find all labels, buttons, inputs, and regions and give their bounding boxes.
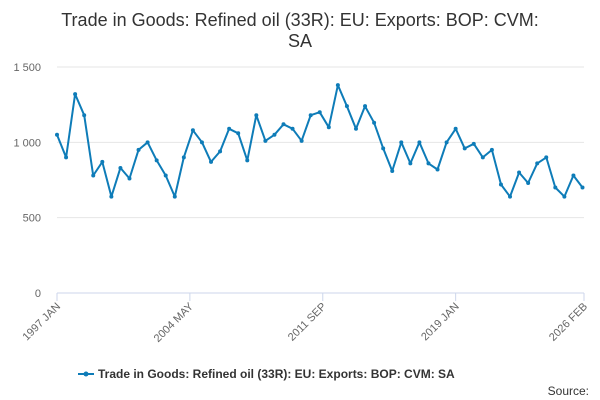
data-point[interactable] xyxy=(435,167,440,172)
data-point[interactable] xyxy=(326,125,331,130)
data-point[interactable] xyxy=(281,122,286,127)
data-point[interactable] xyxy=(453,126,458,131)
data-point[interactable] xyxy=(471,141,476,146)
y-axis-ticks: 0 500 1 000 1 500 xyxy=(13,62,41,300)
data-point[interactable] xyxy=(145,140,150,145)
data-point[interactable] xyxy=(154,158,159,163)
x-tick-label: 2019 JAN xyxy=(419,301,462,344)
data-point[interactable] xyxy=(562,194,567,199)
y-tick-label: 1 000 xyxy=(13,137,41,149)
data-point[interactable] xyxy=(480,155,485,160)
data-point[interactable] xyxy=(73,92,78,97)
data-point[interactable] xyxy=(100,159,105,164)
data-point[interactable] xyxy=(299,138,304,143)
data-point[interactable] xyxy=(353,126,358,131)
data-point[interactable] xyxy=(163,173,168,178)
data-point[interactable] xyxy=(118,165,123,170)
data-point[interactable] xyxy=(317,110,322,115)
x-tick-label: 2026 FEB xyxy=(547,301,590,344)
legend-label: Trade in Goods: Refined oil (33R): EU: E… xyxy=(98,367,455,381)
y-tick-label: 500 xyxy=(23,213,41,225)
y-tick-label: 1 500 xyxy=(13,62,41,74)
legend[interactable]: Trade in Goods: Refined oil (33R): EU: E… xyxy=(78,367,455,381)
data-point[interactable] xyxy=(372,120,377,125)
legend-marker-icon xyxy=(83,371,89,377)
data-point[interactable] xyxy=(82,113,87,118)
source-label: Source: xyxy=(548,384,589,398)
data-point[interactable] xyxy=(172,194,177,199)
data-point[interactable] xyxy=(127,176,132,181)
data-point[interactable] xyxy=(109,194,114,199)
data-point[interactable] xyxy=(209,159,214,164)
data-point[interactable] xyxy=(408,161,413,166)
series-line xyxy=(56,84,584,198)
x-axis-ticks: 1997 JAN 2004 MAY 2011 SEP 2019 JAN 2026 FEB xyxy=(20,293,590,345)
data-point[interactable] xyxy=(263,138,268,143)
x-tick-label: 2011 SEP xyxy=(286,301,329,344)
data-point[interactable] xyxy=(580,185,585,190)
data-point[interactable] xyxy=(91,173,96,178)
data-point[interactable] xyxy=(426,161,431,166)
data-point[interactable] xyxy=(272,132,277,137)
data-point[interactable] xyxy=(245,158,250,163)
chart-title-line-2: SA xyxy=(288,31,312,51)
data-point[interactable] xyxy=(508,194,513,199)
data-point[interactable] xyxy=(399,140,404,145)
data-point[interactable] xyxy=(227,126,232,131)
data-point[interactable] xyxy=(517,170,522,175)
data-point[interactable] xyxy=(64,155,69,160)
y-tick-label: 0 xyxy=(35,288,41,300)
data-point[interactable] xyxy=(290,126,295,131)
data-point[interactable] xyxy=(571,173,576,178)
series-group xyxy=(55,83,585,199)
data-point[interactable] xyxy=(553,185,558,190)
data-point[interactable] xyxy=(236,131,241,136)
data-point[interactable] xyxy=(498,182,503,187)
data-point[interactable] xyxy=(308,113,313,118)
data-point[interactable] xyxy=(363,104,368,109)
data-point[interactable] xyxy=(136,147,141,152)
data-point[interactable] xyxy=(462,146,467,151)
data-point[interactable] xyxy=(218,149,223,154)
chart-title-line-1: Trade in Goods: Refined oil (33R): EU: E… xyxy=(61,10,539,30)
data-point[interactable] xyxy=(417,140,422,145)
data-point[interactable] xyxy=(335,83,340,88)
data-point[interactable] xyxy=(199,140,204,145)
data-point[interactable] xyxy=(544,155,549,160)
data-point[interactable] xyxy=(535,161,540,166)
data-point[interactable] xyxy=(381,146,386,151)
data-point[interactable] xyxy=(181,155,186,160)
data-point[interactable] xyxy=(254,113,259,118)
gridlines xyxy=(57,66,584,219)
x-tick-label: 2004 MAY xyxy=(152,300,197,345)
data-point[interactable] xyxy=(190,128,195,133)
data-point[interactable] xyxy=(489,147,494,152)
data-point[interactable] xyxy=(344,104,349,109)
data-point[interactable] xyxy=(390,168,395,173)
x-tick-label: 1997 JAN xyxy=(20,301,63,344)
data-point[interactable] xyxy=(444,140,449,145)
data-point[interactable] xyxy=(526,181,531,186)
data-point[interactable] xyxy=(55,132,59,137)
